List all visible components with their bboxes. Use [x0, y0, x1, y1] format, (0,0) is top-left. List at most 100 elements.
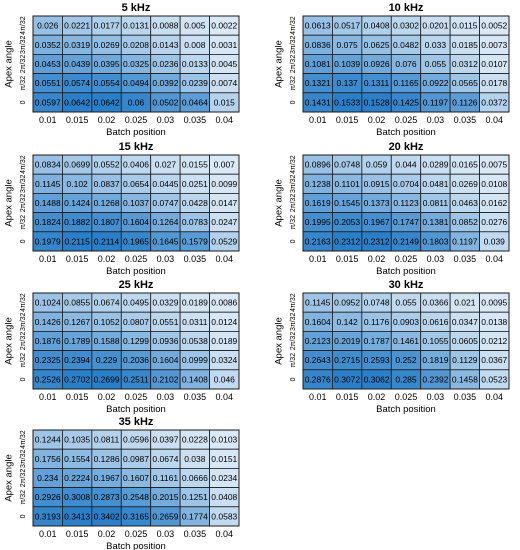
x-tick-label: 0.04 [486, 115, 504, 125]
cell-value-label: 0.1101 [334, 179, 360, 189]
cell-value-label: 0.1264 [152, 217, 178, 227]
cell-value-label: 0.2394 [64, 355, 90, 365]
y-tick-label: 4π/32 [290, 16, 297, 35]
cell-value-label: 0.0666 [182, 473, 208, 483]
cell-value-label: 0.2926 [35, 492, 61, 502]
cell-value-label: 0.1286 [94, 454, 120, 464]
cell-value-label: 0.1311 [364, 78, 390, 88]
cell-value-label: 0.1251 [182, 492, 208, 502]
cell-value-label: 0.1426 [35, 317, 61, 327]
cell-value-label: 0.1161 [153, 473, 179, 483]
cell-value-label: 0.0367 [481, 355, 507, 365]
cell-value-label: 0.1197 [423, 97, 449, 107]
cell-value-label: 0.0088 [152, 21, 178, 31]
y-tick-label: π/32 [20, 215, 27, 230]
cell-value-label: 0.1299 [123, 336, 149, 346]
cell-value-label: 0.102 [67, 179, 89, 189]
x-tick-label: 0.04 [486, 392, 504, 402]
cell-value-label: 0.0045 [211, 59, 237, 69]
y-tick-label: 0 [290, 377, 297, 381]
cell-value-label: 0.2643 [305, 355, 331, 365]
cell-value-label: 0.1803 [422, 236, 448, 246]
cell-value-label: 0.0811 [94, 435, 120, 445]
cell-value-label: 0.0439 [64, 59, 90, 69]
cell-value-label: 0.0189 [182, 298, 208, 308]
heatmap-panel: 25 kHz 0.1024 0.0855 0.0674 0.0495 0.0329 0.01… [4, 279, 240, 415]
cell-value-label: 0.0837 [94, 179, 120, 189]
x-tick-label: 0.02 [98, 115, 116, 125]
cell-value-label: 0.0131 [123, 21, 149, 31]
cell-value-label: 0.0538 [182, 336, 208, 346]
cell-value-label: 0.3413 [64, 511, 90, 521]
cell-value-label: 0.2325 [35, 355, 61, 365]
x-tick-label: 0.03 [157, 529, 175, 539]
cell-value-label: 0.0481 [422, 179, 448, 189]
x-tick-label: 0.04 [216, 392, 234, 402]
grid-frame [32, 154, 240, 252]
cell-value-label: 0.0395 [94, 59, 120, 69]
y-tick-label: 0 [20, 377, 27, 381]
cell-value-label: 0.0408 [364, 21, 390, 31]
x-tick-label: 0.03 [157, 115, 175, 125]
x-tick-label: 0.035 [454, 392, 477, 402]
cell-value-label: 0.0625 [364, 40, 390, 50]
cell-value-label: 0.3008 [64, 492, 90, 502]
cell-value-label: 0.0463 [452, 198, 478, 208]
cell-value-label: 0.0987 [123, 454, 149, 464]
cell-value-label: 0.0074 [211, 78, 237, 88]
cell-value-label: 0.1967 [364, 217, 390, 227]
cell-value-label: 0.1431 [305, 97, 331, 107]
y-tick-label: 3π/32 [20, 312, 27, 331]
cell-value-label: 0.1035 [64, 435, 90, 445]
y-tick-label: 2π/32 [20, 332, 27, 351]
x-axis-label: Batch position [106, 127, 166, 138]
cell-value-label: 0.0999 [182, 355, 208, 365]
cell-value-label: 0.1461 [393, 336, 419, 346]
cell-value-label: 0.0517 [334, 21, 360, 31]
x-tick-label: 0.01 [39, 529, 57, 539]
panel-title: 30 kHz [389, 279, 424, 291]
cell-value-label: 0.0208 [123, 40, 149, 50]
cell-value-label: 0.2312 [364, 236, 390, 246]
panel-title: 35 kHz [119, 416, 154, 428]
cell-value-label: 0.0642 [64, 97, 90, 107]
cell-value-label: 0.2224 [64, 473, 90, 483]
y-tick-label: 2π/32 [20, 469, 27, 488]
cell-value-label: 0.0162 [481, 198, 507, 208]
cell-value-label: 0.2015 [152, 492, 178, 502]
cell-value-label: 0.2511 [123, 374, 149, 384]
x-axis-label: Batch position [106, 541, 166, 550]
cell-value-label: 0.0234 [211, 473, 237, 483]
cell-value-label: 0.0165 [452, 160, 478, 170]
cell-value-label: 0.0836 [305, 40, 331, 50]
cell-value-label: 0.0392 [152, 78, 178, 88]
cell-value-label: 0.0583 [211, 511, 237, 521]
cell-value-label: 0.1268 [94, 198, 120, 208]
cell-value-label: 0.0155 [182, 160, 208, 170]
cell-value-label: 0.0124 [211, 317, 237, 327]
cell-value-label: 0.0311 [182, 317, 208, 327]
cell-value-label: 0.1965 [123, 236, 149, 246]
cell-value-label: 0.234 [37, 473, 59, 483]
cell-value-label: 0.0352 [35, 40, 61, 50]
cell-value-label: 0.0453 [35, 59, 61, 69]
cell-value-label: 0.0406 [123, 160, 149, 170]
cell-value-label: 0.0397 [152, 435, 178, 445]
x-tick-label: 0.01 [309, 392, 327, 402]
cell-value-label: 0.1747 [393, 217, 419, 227]
cell-value-label: 0.1123 [393, 198, 419, 208]
cell-value-label: 0.2873 [94, 492, 120, 502]
x-tick-label: 0.04 [216, 529, 234, 539]
cell-value-label: 0.1145 [35, 179, 61, 189]
cell-value-label: 0.0276 [481, 217, 507, 227]
cell-value-label: 0.3402 [94, 511, 120, 521]
y-axis-label: Apex angle [4, 40, 15, 88]
cell-value-label: 0.0324 [211, 355, 237, 365]
cell-value-label: 0.055 [395, 298, 417, 308]
cell-value-label: 0.0108 [481, 179, 507, 189]
cell-value-label: 0.1244 [35, 435, 61, 445]
y-tick-label: 3π/32 [290, 174, 297, 193]
cell-value-label: 0.1604 [305, 317, 331, 327]
cell-value-label: 0.2699 [94, 374, 120, 384]
cell-value-label: 0.1055 [422, 336, 448, 346]
